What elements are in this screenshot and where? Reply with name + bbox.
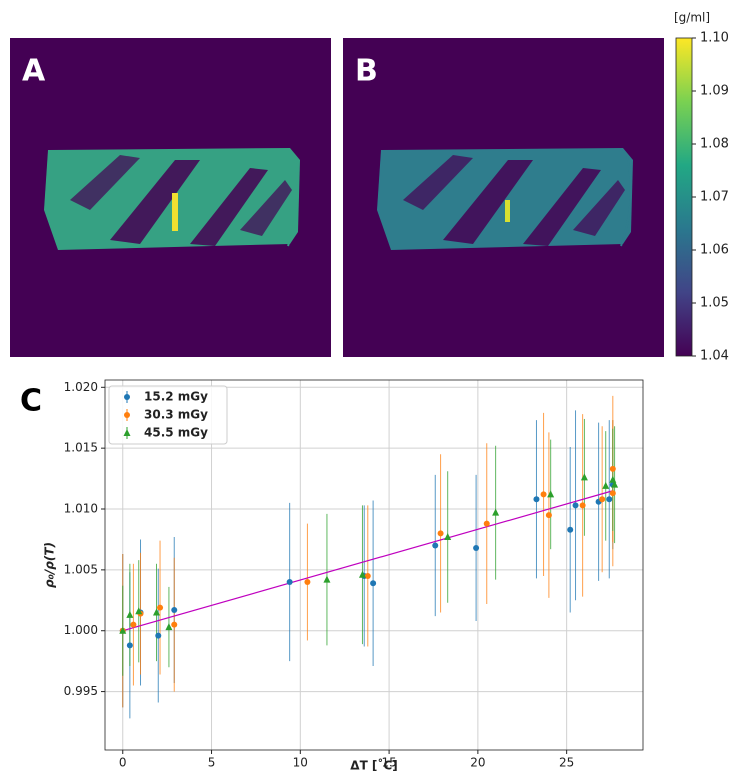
data-point (155, 632, 162, 639)
data-point (432, 542, 439, 549)
data-point (572, 502, 579, 509)
stripe (403, 155, 473, 210)
colorbar-tick-label: 1.04 (700, 349, 729, 364)
x-tick-label: 5 (208, 756, 216, 770)
stripe (523, 168, 601, 246)
stripe (70, 155, 140, 210)
y-axis-label: ρ₀/ρ(T) (43, 542, 57, 588)
x-tick-label: 0 (119, 756, 127, 770)
data-point (119, 626, 127, 634)
colorbar-tick-label: 1.06 (700, 243, 729, 258)
y-tick-label: 1.000 (64, 623, 98, 637)
data-point (609, 490, 616, 497)
stripe (443, 160, 533, 244)
panel-a: A (10, 38, 331, 357)
data-point (304, 579, 311, 586)
data-point (492, 508, 500, 516)
legend-box (108, 385, 228, 445)
data-point (473, 544, 480, 551)
data-point (567, 526, 574, 533)
data-point (602, 481, 610, 489)
stripe (110, 160, 200, 244)
y-tick-label: 1.020 (64, 380, 98, 394)
fit-line (122, 490, 613, 632)
data-point (611, 480, 619, 488)
y-tick-label: 1.015 (64, 441, 98, 455)
data-point (606, 496, 613, 503)
stripe (190, 168, 268, 246)
x-axis-label: ΔT [˚C] (350, 758, 397, 773)
data-point (323, 575, 331, 583)
edge (620, 154, 632, 247)
data-point (135, 607, 143, 615)
data-point (165, 623, 173, 631)
data-point (126, 642, 133, 649)
y-tick-label: 1.005 (64, 562, 98, 576)
edge (287, 154, 299, 247)
data-point (540, 491, 547, 498)
colorbar-tick-label: 1.08 (700, 137, 729, 152)
data-point (364, 572, 371, 579)
data-point (171, 621, 178, 628)
data-point (152, 608, 160, 616)
data-point (370, 580, 377, 587)
colorbar-tick-label: 1.07 (700, 190, 729, 205)
stripe (573, 180, 625, 236)
colorbar-tick-label: 1.10 (700, 31, 729, 46)
data-point (130, 621, 137, 628)
insert (172, 193, 178, 231)
legend-marker (123, 429, 131, 436)
colorbar-title: [g/ml] (674, 11, 710, 25)
y-tick-label: 0.995 (64, 684, 98, 698)
insert (505, 200, 510, 222)
legend-label: 45.5 mGy (144, 426, 208, 440)
data-point (599, 496, 606, 503)
data-point (483, 520, 490, 527)
colorbar-tick-label: 1.09 (700, 84, 729, 99)
panel-label: C (20, 384, 42, 419)
legend-marker (124, 394, 130, 400)
data-point (286, 579, 293, 586)
data-point (126, 610, 134, 618)
panel-b: B (343, 38, 664, 357)
legend-label: 15.2 mGy (144, 390, 208, 404)
legend-label: 30.3 mGy (144, 408, 208, 422)
data-point (609, 465, 616, 472)
data-point (358, 570, 366, 578)
data-point (545, 512, 552, 519)
data-point (533, 496, 540, 503)
data-point (444, 533, 452, 541)
x-tick-label: 20 (470, 756, 485, 770)
panel-label: B (355, 54, 378, 89)
x-tick-label: 10 (293, 756, 308, 770)
data-point (547, 490, 555, 498)
panel-label: A (22, 54, 46, 89)
legend-marker (124, 412, 130, 418)
colorbar-tick-label: 1.05 (700, 296, 729, 311)
data-point (437, 530, 444, 537)
plot-frame (104, 379, 644, 751)
x-tick-label: 25 (559, 756, 574, 770)
colorbar (675, 37, 693, 357)
data-point (157, 604, 164, 611)
y-tick-label: 1.010 (64, 502, 98, 516)
data-point (580, 473, 588, 481)
x-tick-label: 15 (381, 756, 396, 770)
data-point (579, 502, 586, 509)
data-point (171, 607, 178, 614)
data-point (609, 475, 617, 483)
stripe (240, 180, 292, 236)
